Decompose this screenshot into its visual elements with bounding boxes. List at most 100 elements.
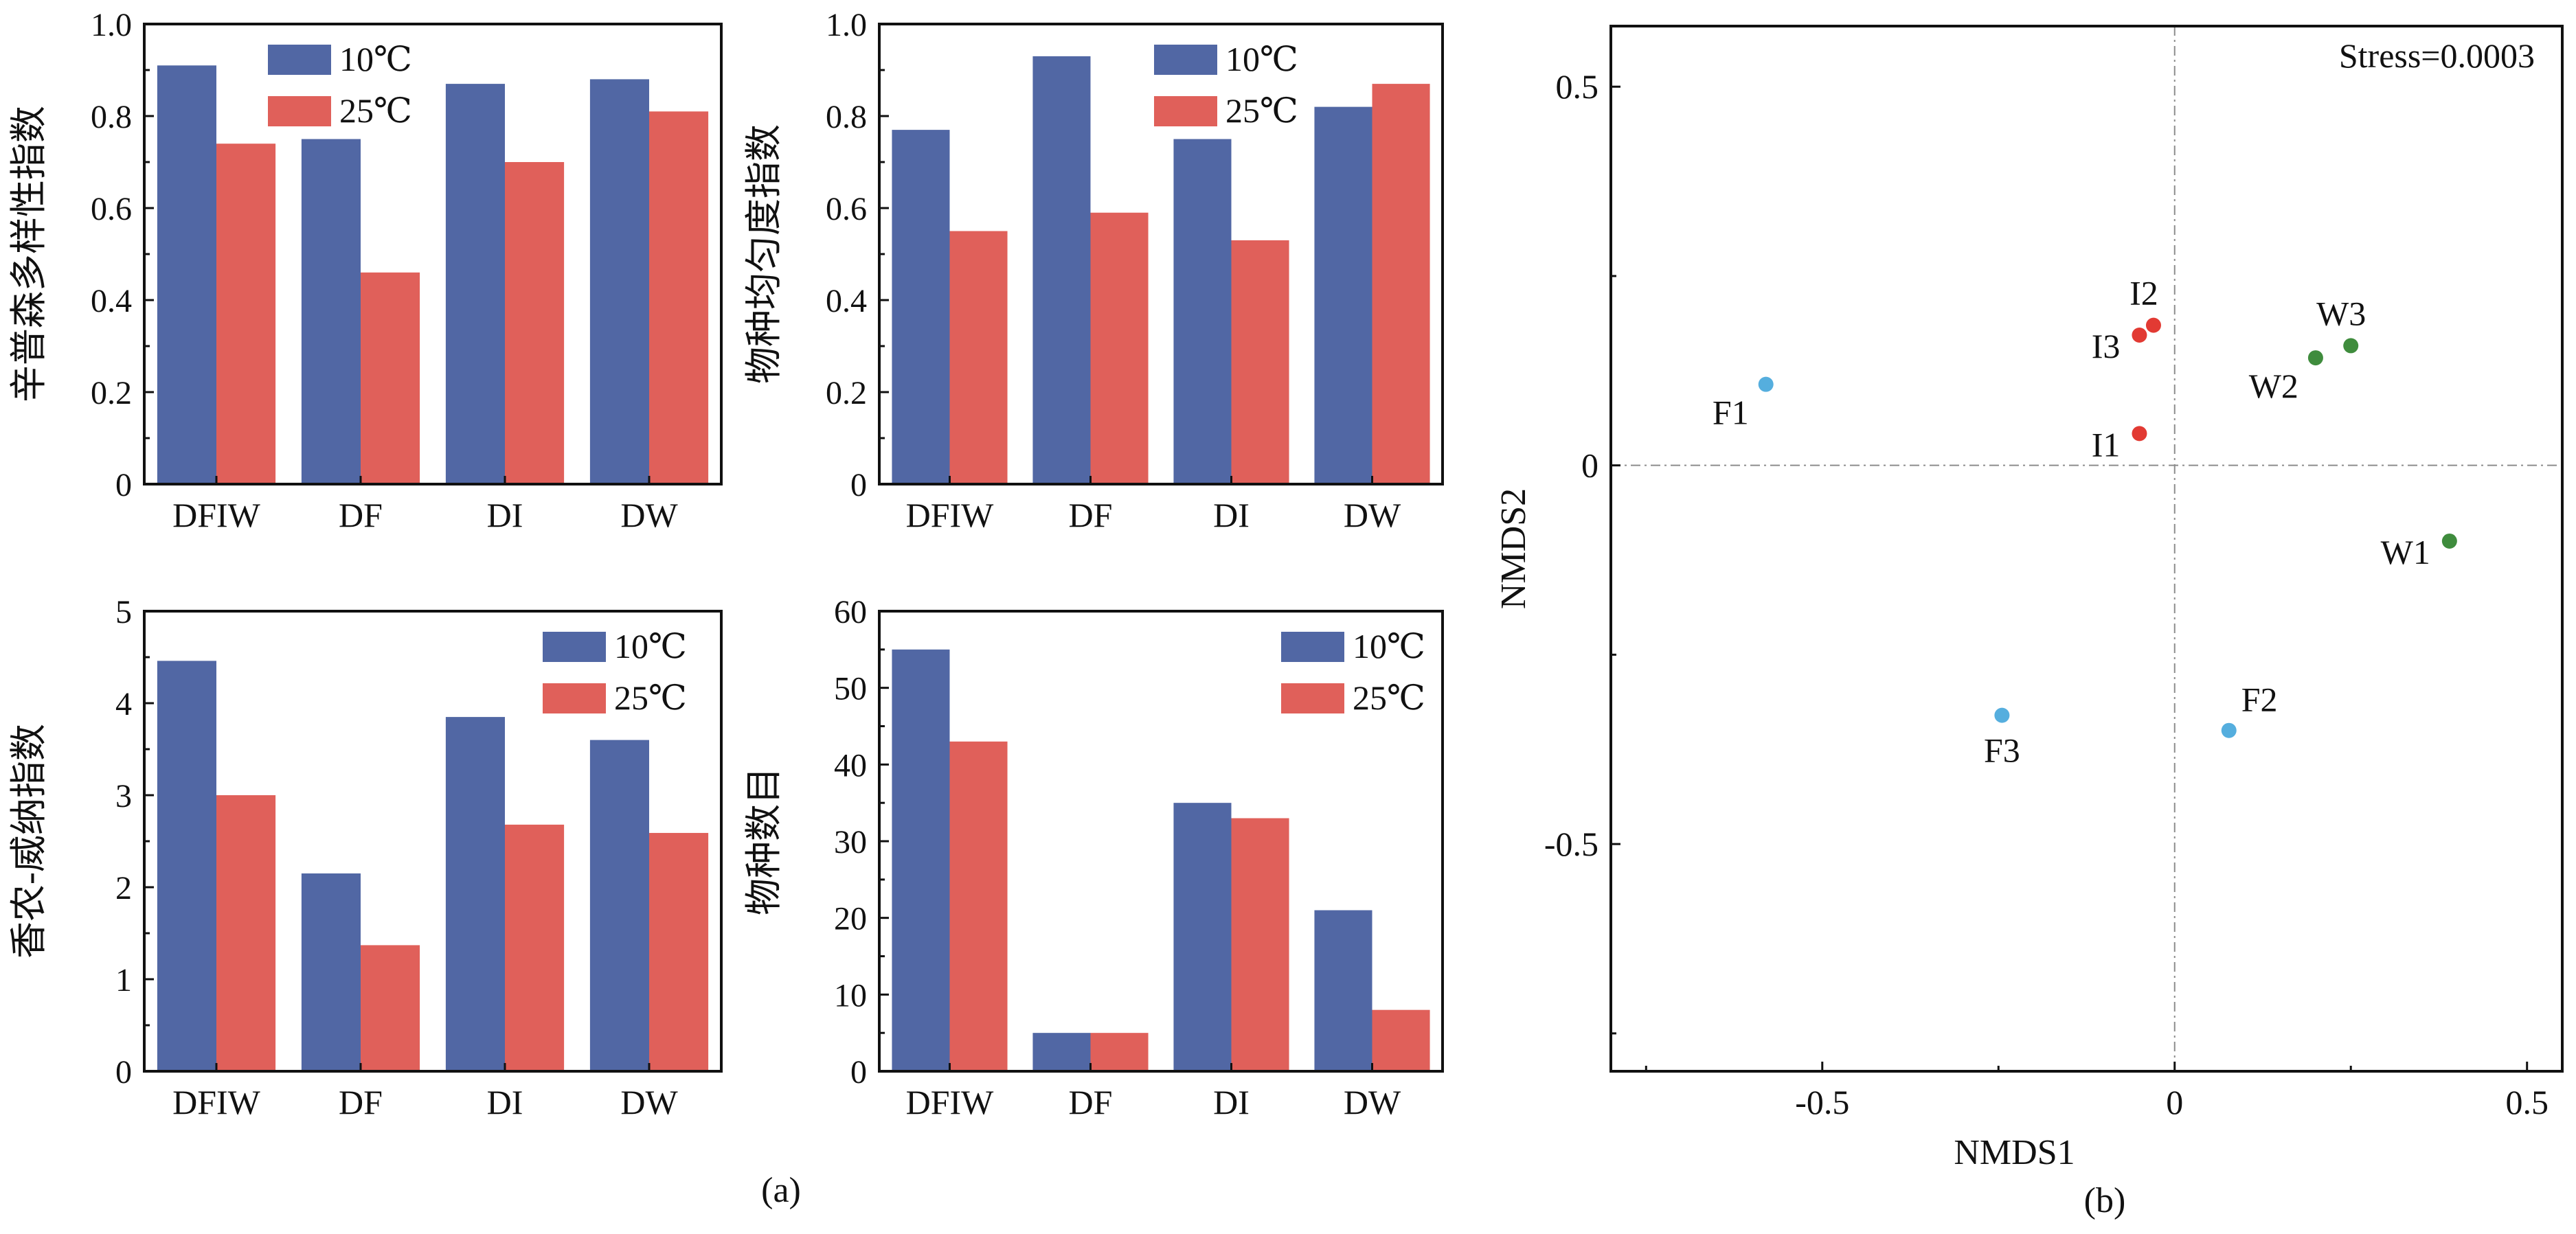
legend-swatch-25c [543, 683, 606, 713]
y-tick-label: 1 [115, 962, 132, 998]
x-axis-label: NMDS1 [1954, 1133, 2075, 1172]
y-axis-label: NMDS2 [1494, 488, 1533, 609]
legend-swatch-10c [1281, 632, 1344, 662]
bar-df-25c [1090, 212, 1149, 484]
point-i2 [2145, 317, 2161, 333]
point-label-w3: W3 [2316, 294, 2366, 332]
panel-label-b: (b) [2084, 1181, 2126, 1220]
bar-dfiw-25c [949, 231, 1008, 484]
y-tick-label: 0.2 [91, 375, 132, 411]
bar-panel-2: DFIW DF DI DW 0 0.2 0.4 0.6 0.8 1.0 物种均匀度指数 10℃ 25℃ [743, 7, 1444, 534]
y-tick-label: 0.2 [826, 375, 867, 411]
y-tick-label: 1.0 [91, 7, 132, 43]
y-tick-label: 0 [115, 1054, 132, 1090]
x-tick-label: DI [1213, 496, 1250, 534]
y-tick-label: 2 [115, 870, 132, 906]
point-label-i2: I2 [2129, 274, 2158, 312]
plot-frame [1609, 25, 2564, 1073]
y-tick-label: 0.8 [91, 99, 132, 135]
nmds-panel: -0.5 0 0.5 -0.5 0 0.5 NMDS1 NMDS2 Stress=0.0003 F… [1494, 25, 2564, 1172]
y-tick-label: 5 [115, 594, 132, 630]
y-tick-label: 0.6 [91, 191, 132, 227]
point-label-i1: I1 [2092, 425, 2121, 464]
plot-frame [878, 23, 1444, 485]
point-w3 [2343, 338, 2359, 354]
bar-dw-10c [1314, 106, 1372, 485]
bar-di-25c [1231, 818, 1289, 1071]
point-label-w2: W2 [2249, 367, 2298, 405]
bar-dfiw-10c [892, 649, 950, 1071]
bar-dw-25c [1372, 84, 1430, 485]
bar-di-10c [1173, 803, 1232, 1071]
bar-dfiw-10c [157, 65, 216, 485]
legend-swatch-10c [1154, 45, 1217, 75]
y-tick-label: 0.6 [826, 191, 867, 227]
bar-dw-25c [649, 111, 709, 485]
legend-label-10c: 10℃ [1225, 40, 1298, 78]
y-axis-label: 物种均匀度指数 [743, 124, 784, 384]
bar-dw-10c [589, 740, 649, 1071]
point-label-f2: F2 [2241, 681, 2278, 719]
point-label-f1: F1 [1713, 393, 1749, 432]
y-axis-label: 辛普森多样性指数 [8, 106, 49, 402]
x-tick-label: DW [620, 1083, 678, 1121]
y-tick-label: 0.4 [826, 283, 867, 319]
legend-swatch-10c [543, 632, 606, 662]
stress-annotation: Stress=0.0003 [2339, 36, 2535, 75]
point-label-f3: F3 [1984, 731, 2020, 770]
bar-dfiw-25c [216, 144, 276, 484]
x-tick-label: DF [339, 496, 383, 534]
bar-dw-10c [1314, 910, 1372, 1071]
y-tick-label: 60 [834, 594, 867, 630]
legend-label-25c: 25℃ [1225, 91, 1298, 130]
legend-swatch-25c [1154, 96, 1217, 126]
bar-df-10c [1032, 56, 1091, 484]
x-tick-label: DFIW [906, 496, 995, 534]
bar-df-25c [361, 945, 420, 1071]
bar-dfiw-25c [949, 741, 1008, 1071]
y-tick-label: 0.8 [826, 99, 867, 135]
y-tick-label: 10 [834, 977, 867, 1014]
bar-di-10c [445, 84, 505, 485]
bar-dfiw-10c [157, 661, 216, 1071]
point-i1 [2132, 426, 2147, 442]
x-tick-label: DI [1213, 1083, 1250, 1121]
legend-label-10c: 10℃ [1353, 627, 1425, 665]
x-tick-label: DW [1344, 496, 1401, 534]
legend-swatch-25c [1281, 683, 1344, 713]
y-axis-label: 香农-威纳指数 [8, 724, 49, 959]
bar-df-10c [1032, 1033, 1091, 1071]
x-tick-label: DI [487, 496, 523, 534]
x-tick-label: DW [620, 496, 678, 534]
y-tick-label: 40 [834, 747, 867, 784]
y-tick-label: 0 [115, 467, 132, 503]
bar-dfiw-25c [216, 795, 276, 1071]
bar-di-25c [505, 824, 565, 1071]
y-tick-label: 20 [834, 901, 867, 937]
x-tick-label: DF [339, 1083, 383, 1121]
bar-dw-10c [589, 79, 649, 484]
x-tick-label: DF [1069, 496, 1113, 534]
y-tick-label: 3 [115, 778, 132, 814]
bar-panel-3: DFIW DF DI DW 0 1 2 3 4 5 香农-威纳指数 10℃ 25℃ [8, 594, 723, 1121]
legend-swatch-25c [268, 96, 331, 126]
point-label-w1: W1 [2381, 533, 2430, 571]
bar-dfiw-10c [892, 130, 950, 485]
legend-label-10c: 10℃ [614, 627, 687, 665]
plot-frame [143, 23, 723, 485]
x-tick-label: 0 [2166, 1083, 2183, 1121]
point-i3 [2132, 327, 2147, 343]
bar-df-10c [301, 139, 361, 484]
y-tick-label: 1.0 [826, 7, 867, 43]
bar-dw-25c [649, 832, 709, 1071]
bar-di-25c [1231, 240, 1289, 484]
y-tick-label: 50 [834, 671, 867, 707]
point-w1 [2441, 533, 2457, 549]
legend-label-25c: 25℃ [614, 678, 687, 717]
y-tick-label: 0.4 [91, 283, 132, 319]
bar-panel-1: DFIW DF DI DW 0 0.2 0.4 0.6 0.8 1.0 辛普森多样性指数 10℃ 25℃ [8, 7, 723, 534]
point-label-i3: I3 [2092, 327, 2121, 365]
point-f2 [2221, 722, 2237, 738]
y-tick-label: 0 [850, 467, 867, 503]
y-tick-label: 0 [850, 1054, 867, 1090]
